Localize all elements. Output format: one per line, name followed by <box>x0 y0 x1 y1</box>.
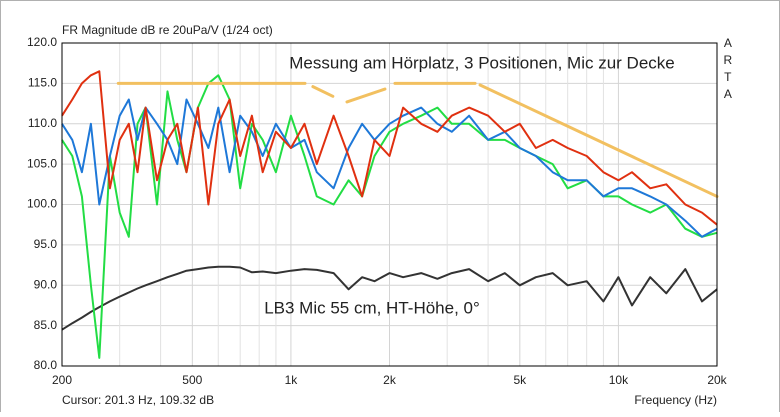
y-tick-label: 120.0 <box>27 35 57 49</box>
y-tick-label: 115.0 <box>28 76 57 90</box>
watermark: ARTA <box>721 36 735 104</box>
annotation: LB3 Mic 55 cm, HT-Höhe, 0° <box>264 298 480 317</box>
y-tick-label: 95.0 <box>34 237 58 251</box>
series-line <box>61 74 718 359</box>
x-tick-label: 500 <box>182 373 202 387</box>
y-tick-label: 110.0 <box>28 116 57 130</box>
x-tick-label: 2k <box>383 373 397 387</box>
chart-title: FR Magnitude dB re 20uPa/V (1/24 oct) <box>62 23 273 37</box>
x-tick-label: 10k <box>609 373 629 387</box>
reference-line <box>311 85 335 98</box>
y-tick-label: 85.0 <box>34 318 58 332</box>
x-axis-label: Frequency (Hz) <box>634 393 717 407</box>
reference-line <box>478 83 719 198</box>
annotation: Messung am Hörplatz, 3 Positionen, Mic z… <box>289 53 675 72</box>
x-tick-label: 5k <box>513 373 527 387</box>
x-tick-label: 200 <box>52 373 72 387</box>
reference-line <box>345 87 387 104</box>
x-tick-label: 20k <box>707 373 727 387</box>
series-line <box>61 265 718 331</box>
cursor-readout: Cursor: 201.3 Hz, 109.32 dB <box>62 393 214 407</box>
series-line <box>61 98 718 238</box>
series-line <box>61 70 718 226</box>
y-tick-label: 100.0 <box>27 197 57 211</box>
y-tick-label: 80.0 <box>34 358 58 372</box>
x-tick-label: 1k <box>285 373 299 387</box>
y-tick-label: 105.0 <box>27 156 57 170</box>
y-tick-label: 90.0 <box>34 277 58 291</box>
plot-border <box>61 42 718 367</box>
